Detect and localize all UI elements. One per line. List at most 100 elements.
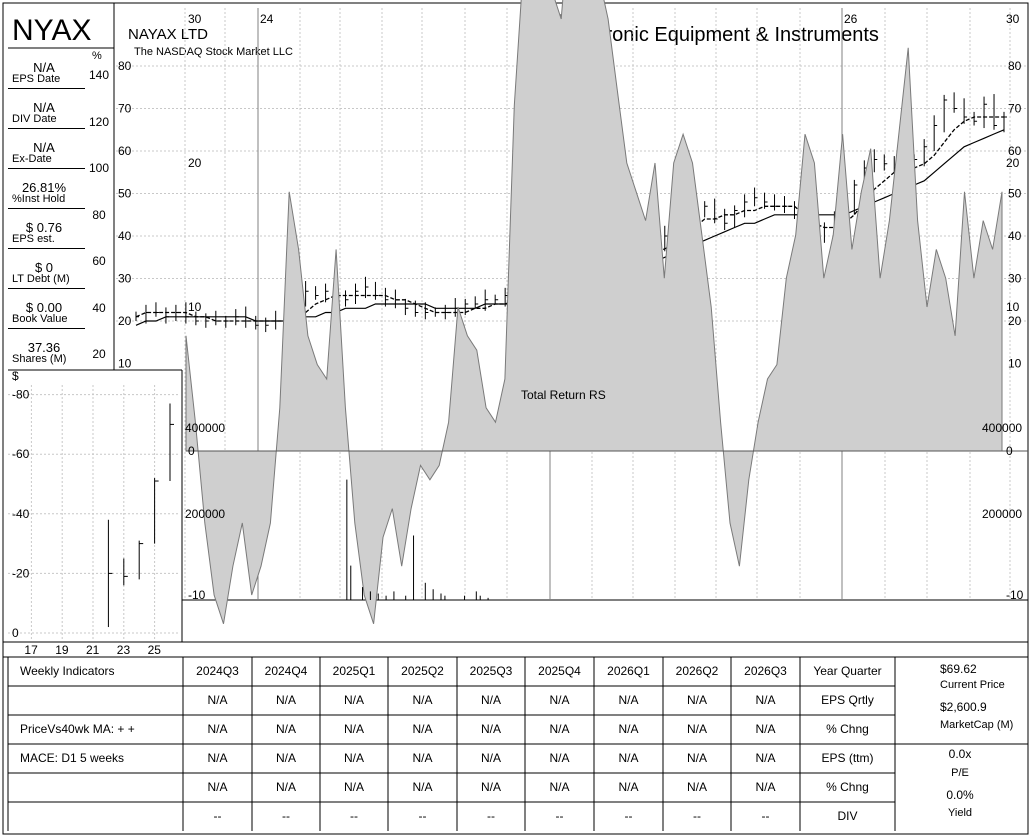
table-cell: N/A	[755, 751, 776, 765]
annual-axis-label: 0	[12, 626, 19, 640]
price-axis-label-right: 20	[1008, 314, 1022, 328]
table-cell: N/A	[275, 751, 296, 765]
table-cell: N/A	[412, 780, 433, 794]
table-cell: N/A	[618, 780, 639, 794]
row-label: DIV	[837, 809, 858, 823]
price-axis-label-right: 30	[1008, 272, 1022, 286]
table-cell: N/A	[755, 693, 776, 707]
industry-title: Electronic Equipment & Instruments	[561, 24, 879, 46]
quarter-header: 2025Q4	[538, 664, 581, 678]
table-cell: N/A	[275, 780, 296, 794]
rs-axis-label-right: 0	[1006, 444, 1013, 458]
pct-scale-tick: 20	[92, 347, 106, 361]
price-axis-label-left: 10	[118, 357, 132, 371]
table-cell: N/A	[480, 693, 501, 707]
quarter-header: 2024Q4	[264, 664, 308, 678]
sidebar-label: EPS est.	[12, 233, 55, 245]
rs-axis-label-right: 20	[1006, 156, 1020, 170]
rs-axis-label-left: 10	[188, 300, 202, 314]
sidebar-value: $ 0.76	[25, 220, 63, 235]
ticker-symbol: NYAX	[12, 14, 92, 47]
table-cell: N/A	[549, 751, 570, 765]
table-cell: --	[555, 809, 564, 823]
table-cell: --	[761, 809, 770, 823]
sidebar-divider	[8, 128, 85, 129]
table-cell: --	[282, 809, 290, 823]
annual-x-label: 25	[148, 643, 162, 657]
sidebar-value: N/A	[33, 60, 55, 75]
year-quarter-header: Year Quarter	[813, 664, 882, 678]
table-cell: N/A	[686, 722, 707, 736]
sidebar-label: Shares (M)	[12, 353, 67, 365]
table-cell: N/A	[412, 693, 433, 707]
sidebar-label: EPS Date	[12, 73, 61, 85]
rs-axis-label-left: 0	[188, 444, 195, 458]
table-cell: N/A	[686, 751, 707, 765]
table-cell: N/A	[755, 722, 776, 736]
summary-value: $2,600.9	[940, 700, 987, 714]
indicator-label: Weekly Indicators	[20, 664, 115, 678]
table-cell: N/A	[618, 693, 639, 707]
annual-axis-unit: $	[12, 369, 19, 383]
table-cell: N/A	[343, 780, 364, 794]
price-axis-label-left: 70	[118, 102, 132, 116]
table-cell: N/A	[412, 751, 433, 765]
rs-area	[185, 0, 1003, 624]
table-cell: N/A	[207, 693, 228, 707]
table-cell: --	[624, 809, 633, 823]
price-axis-label-right: 80	[1008, 59, 1022, 73]
indicator-label: PriceVs40wk MA: + +	[20, 722, 135, 736]
annual-x-label: 19	[55, 643, 69, 657]
summary-label: Yield	[947, 807, 973, 819]
table-cell: N/A	[207, 751, 228, 765]
table-cell: N/A	[618, 751, 639, 765]
indicator-label: MACE: D1 5 weeks	[20, 751, 125, 765]
price-axis-label-left: 20	[118, 314, 132, 328]
annual-axis-label: -80	[12, 388, 30, 402]
pct-scale-tick: 120	[88, 114, 110, 129]
pct-scale-tick: 60	[92, 254, 106, 268]
table-cell: --	[350, 809, 358, 823]
price-axis-label-left: 40	[118, 229, 132, 243]
sidebar-divider	[8, 328, 85, 329]
price-axis-label-right: 40	[1008, 229, 1022, 243]
row-label: % Chng	[826, 780, 869, 794]
table-cell: N/A	[549, 693, 570, 707]
table-cell: N/A	[549, 780, 570, 794]
volume-axis-label-right: 400000	[982, 421, 1022, 435]
rs-axis-label-right: 10	[1006, 300, 1020, 314]
sidebar-label: LT Debt (M)	[12, 273, 70, 285]
table-cell: N/A	[549, 722, 570, 736]
summary-label: P/E	[951, 767, 969, 779]
quarter-header: 2025Q1	[332, 664, 376, 678]
table-cell: N/A	[412, 722, 433, 736]
table-cell: N/A	[343, 722, 364, 736]
year-label: 24	[260, 12, 274, 26]
row-label: % Chng	[826, 722, 869, 736]
volume-axis-label-left: 200000	[185, 507, 225, 521]
exchange-name: The NASDAQ Stock Market LLC	[134, 46, 293, 58]
summary-value: 0.0x	[948, 747, 972, 761]
pct-scale-tick: 40	[92, 300, 106, 315]
summary-label: MarketCap (M)	[940, 719, 1014, 731]
table-cell: N/A	[275, 722, 296, 736]
rs-axis-label-left: 30	[188, 12, 202, 26]
sidebar-divider	[8, 168, 85, 169]
price-axis-label-right: 10	[1008, 357, 1022, 371]
pct-scale-tick: 140	[88, 68, 110, 82]
sidebar-label: DIV Date	[12, 113, 57, 125]
summary-label: Current Price	[940, 679, 1005, 691]
annual-axis-label: -40	[12, 507, 30, 521]
pct-scale-tick: 100	[88, 161, 110, 175]
annual-axis-label: -60	[12, 447, 30, 461]
sidebar-divider	[8, 248, 85, 249]
quarter-header: 2026Q2	[675, 664, 719, 678]
price-axis-label-left: 50	[118, 187, 132, 201]
sidebar-value: $ 0.00	[25, 300, 63, 315]
rs-axis-label-left: -10	[188, 588, 206, 602]
volume-axis-label-right: 200000	[982, 507, 1022, 521]
price-axis-label-left: 80	[118, 59, 132, 73]
table-cell: N/A	[343, 693, 364, 707]
